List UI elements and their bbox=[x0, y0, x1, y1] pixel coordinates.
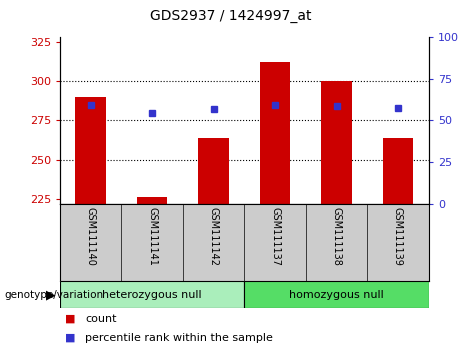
Text: ■: ■ bbox=[65, 314, 75, 324]
Text: heterozygous null: heterozygous null bbox=[102, 290, 202, 300]
Bar bbox=[383, 138, 414, 204]
Bar bbox=[75, 97, 106, 204]
Text: GSM111139: GSM111139 bbox=[393, 207, 403, 266]
Text: GSM111137: GSM111137 bbox=[270, 207, 280, 266]
Bar bbox=[260, 62, 290, 204]
Text: ▶: ▶ bbox=[46, 288, 55, 301]
Text: GDS2937 / 1424997_at: GDS2937 / 1424997_at bbox=[150, 9, 311, 23]
Text: count: count bbox=[85, 314, 117, 324]
Bar bbox=[198, 138, 229, 204]
Bar bbox=[244, 281, 429, 308]
Text: GSM111142: GSM111142 bbox=[208, 207, 219, 266]
Text: ■: ■ bbox=[65, 333, 75, 343]
Bar bbox=[60, 281, 244, 308]
Bar bbox=[321, 81, 352, 204]
Text: GSM111138: GSM111138 bbox=[331, 207, 342, 266]
Bar bbox=[137, 197, 167, 204]
Text: genotype/variation: genotype/variation bbox=[5, 290, 104, 300]
Text: GSM111140: GSM111140 bbox=[86, 207, 96, 266]
Text: percentile rank within the sample: percentile rank within the sample bbox=[85, 333, 273, 343]
Text: homozygous null: homozygous null bbox=[289, 290, 384, 300]
Text: GSM111141: GSM111141 bbox=[147, 207, 157, 266]
